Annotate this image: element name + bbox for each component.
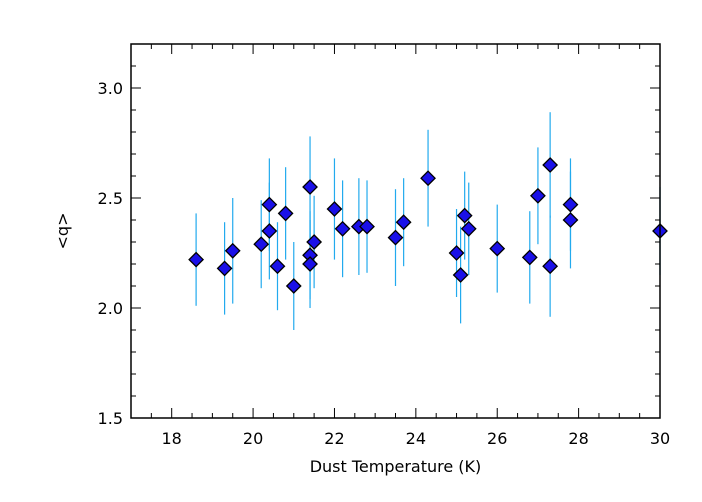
x-tick-label: 20 xyxy=(243,429,263,448)
data-point xyxy=(456,207,473,224)
data-point xyxy=(261,223,278,239)
data-point xyxy=(277,205,294,222)
x-tick-labels: 18 20 22 24 26 28 30 xyxy=(162,429,671,448)
data-point xyxy=(530,187,546,204)
x-tick-label: 30 xyxy=(650,429,670,448)
y-tick-label: 2.5 xyxy=(98,189,123,208)
y-tick-labels: 1.5 2.0 2.5 3.0 xyxy=(98,79,123,428)
data-point xyxy=(359,218,375,235)
x-tick-label: 22 xyxy=(324,429,344,448)
data-points xyxy=(188,157,668,294)
data-point xyxy=(387,229,404,246)
data-point xyxy=(326,201,343,217)
x-tick-label: 24 xyxy=(406,429,426,448)
x-tick-label: 28 xyxy=(568,429,588,448)
data-point xyxy=(521,249,538,266)
data-point xyxy=(253,236,270,253)
data-point xyxy=(489,240,506,257)
axis-ticks xyxy=(130,43,661,419)
data-point xyxy=(395,214,412,231)
data-point xyxy=(224,242,241,259)
data-point xyxy=(306,234,323,250)
y-tick-label: 2.0 xyxy=(98,299,123,318)
data-point xyxy=(261,196,278,213)
data-point xyxy=(269,258,286,275)
data-point xyxy=(562,196,579,213)
error-bars xyxy=(195,112,661,330)
x-tick-label: 26 xyxy=(487,429,507,448)
data-point xyxy=(420,170,436,187)
x-tick-label: 18 xyxy=(162,429,182,448)
y-tick-label: 1.5 xyxy=(98,409,123,428)
y-tick-label: 3.0 xyxy=(98,79,123,98)
data-point xyxy=(460,220,477,237)
data-point xyxy=(542,157,559,173)
x-axis-label: Dust Temperature (K) xyxy=(310,457,482,476)
data-point xyxy=(302,256,318,272)
y-axis-label: <q> xyxy=(53,213,72,250)
data-point xyxy=(216,260,233,277)
data-point xyxy=(562,212,579,228)
data-point xyxy=(542,258,559,275)
data-point xyxy=(334,220,351,237)
data-point xyxy=(285,278,302,294)
data-point xyxy=(302,179,318,195)
data-point xyxy=(448,245,465,261)
data-point xyxy=(188,251,205,268)
data-point xyxy=(452,267,469,283)
